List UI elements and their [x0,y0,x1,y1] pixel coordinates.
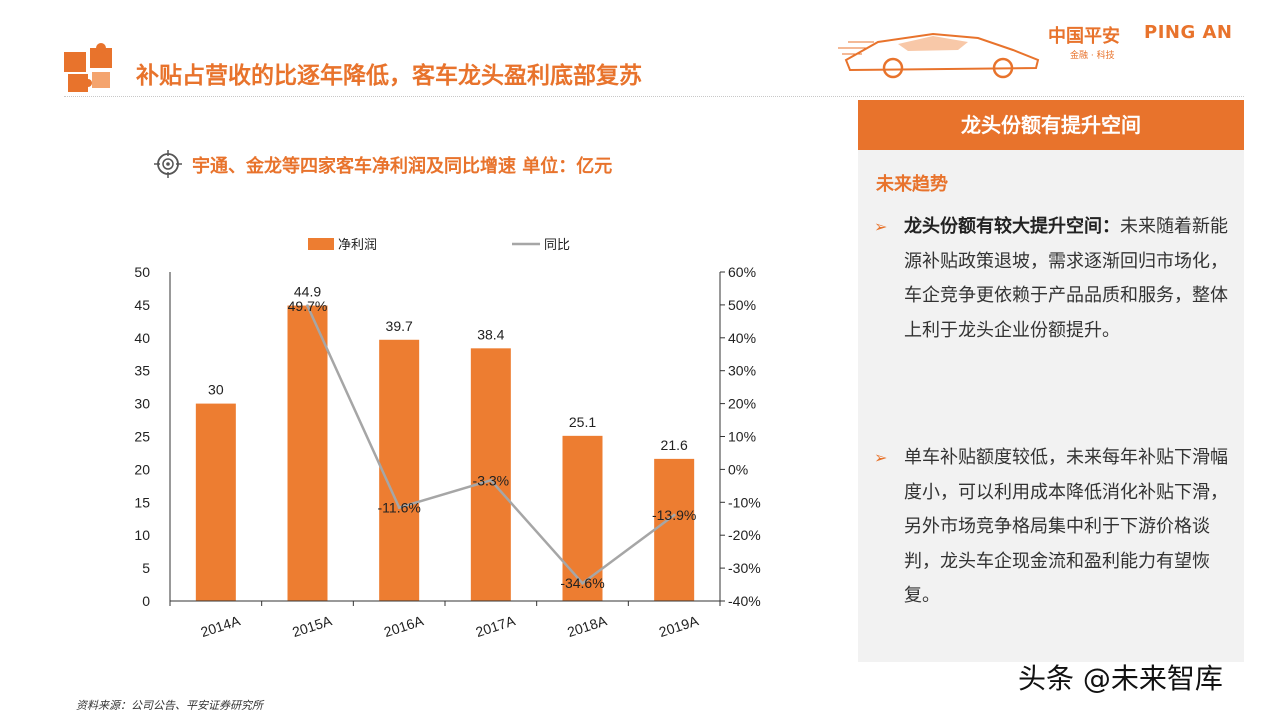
y-right-tick-label: 50% [728,297,756,313]
chart-title: 宇通、金龙等四家客车净利润及同比增速 单位：亿元 [192,156,613,177]
bullet-item: ➢ 龙头份额有较大提升空间：未来随着新能源补贴政策退坡，需求逐渐回归市场化，车企… [874,210,1232,348]
y-right-tick-label: -30% [728,560,761,576]
target-icon [154,150,182,178]
y-left-tick-label: 30 [134,396,150,412]
bar [470,348,511,601]
x-tick-label: 2014A [199,612,243,640]
bar [287,305,328,601]
y-right-tick-label: -20% [728,527,761,543]
yoy-point [306,304,309,308]
car-logo-icon [838,32,1040,79]
bar-value-label: 44.9 [294,284,321,300]
yoy-point [672,513,676,517]
y-left-tick-label: 40 [134,330,150,346]
panel-header: 龙头份额有提升空间 [858,100,1244,150]
page-title: 补贴占营收的比逐年降低，客车龙头盈利底部复苏 [136,63,642,89]
y-left-tick-label: 10 [134,527,150,543]
arrow-bullet-icon: ➢ [874,448,888,467]
y-right-tick-label: -40% [728,593,761,609]
y-left-tick-label: 5 [142,560,150,576]
yoy-point [581,581,584,585]
x-tick-label: 2016A [382,612,426,640]
bar-value-label: 30 [208,382,224,398]
y-left-tick-label: 0 [142,593,150,609]
bullet-text: 单车补贴额度较低，未来每年补贴下滑幅度小，可以利用成本降低消化补贴下滑，另外市场… [904,447,1228,606]
brand-slogan: 金融 · 科技 [1070,51,1115,61]
x-tick-label: 2017A [474,612,518,640]
y-right-tick-label: 20% [728,396,756,412]
legend-label-bar: 净利润 [338,237,377,252]
yoy-value-label: -3.3% [473,472,510,488]
brand-logo: 中国平安 PING AN 金融 · 科技 [1048,20,1248,70]
net-profit-chart: 净利润 同比 0 5 10 15 20 25 30 35 40 45 50 -40% -30% -20% -10… [134,237,761,640]
yoy-value-label: -13.9% [652,507,696,523]
y-right-tick-label: 30% [728,363,756,379]
y-right-tick-label: 40% [728,330,756,346]
bar-value-label: 21.6 [661,437,688,453]
y-left-tick-label: 45 [134,297,150,313]
bullet-text: 未来随着新能源补贴政策退坡，需求逐渐回归市场化，车企竞争更依赖于产品品质和服务，… [904,216,1228,341]
panel-subtitle: 未来趋势 [876,174,948,195]
x-tick-label: 2019A [657,612,701,640]
yoy-value-label: 49.7% [288,298,328,314]
yoy-value-label: -11.6% [378,500,421,516]
y-right-tick-label: 10% [728,429,756,445]
legend-label-line: 同比 [544,237,570,252]
yoy-value-label: -34.6% [560,575,604,591]
arrow-bullet-icon: ➢ [874,217,888,236]
title-bar: 补贴占营收的比逐年降低，客车龙头盈利底部复苏 [64,38,764,98]
y-left-tick-label: 35 [134,363,150,379]
y-left-tick-label: 15 [134,494,150,510]
y-left-tick-label: 50 [134,264,150,280]
bullet-item: ➢ 单车补贴额度较低，未来每年补贴下滑幅度小，可以利用成本降低消化补贴下滑，另外… [874,441,1232,614]
brand-name-en: PING AN [1144,22,1233,43]
y-right-tick-label: 0% [728,461,748,477]
y-right-tick-label: 60% [728,264,756,280]
bar [379,339,420,601]
yoy-point [489,478,493,482]
y-left-tick-label: 25 [134,429,150,445]
bar [654,458,695,601]
header-divider [64,96,1244,97]
watermark: 头条 @未来智库 [1018,662,1223,695]
bar-value-label: 38.4 [477,326,504,342]
y-left-tick-label: 20 [134,461,150,477]
outlook-panel: 龙头份额有提升空间 未来趋势 ➢ 龙头份额有较大提升空间：未来随着新能源补贴政策… [858,100,1244,662]
y-right-tick-label: -10% [728,494,761,510]
yoy-point [397,506,401,510]
bullet-bold-text: 龙头份额有较大提升空间： [904,216,1120,237]
legend-swatch-bar [308,238,334,250]
bar-value-label: 39.7 [386,318,413,334]
x-tick-label: 2015A [290,612,334,640]
bar [195,403,236,601]
bar-value-label: 25.1 [569,414,596,430]
brand-name-cn: 中国平安 [1048,26,1120,47]
source-note: 资料来源：公司公告、平安证券研究所 [76,699,263,712]
x-tick-label: 2018A [565,612,609,640]
puzzle-icon [64,43,112,92]
